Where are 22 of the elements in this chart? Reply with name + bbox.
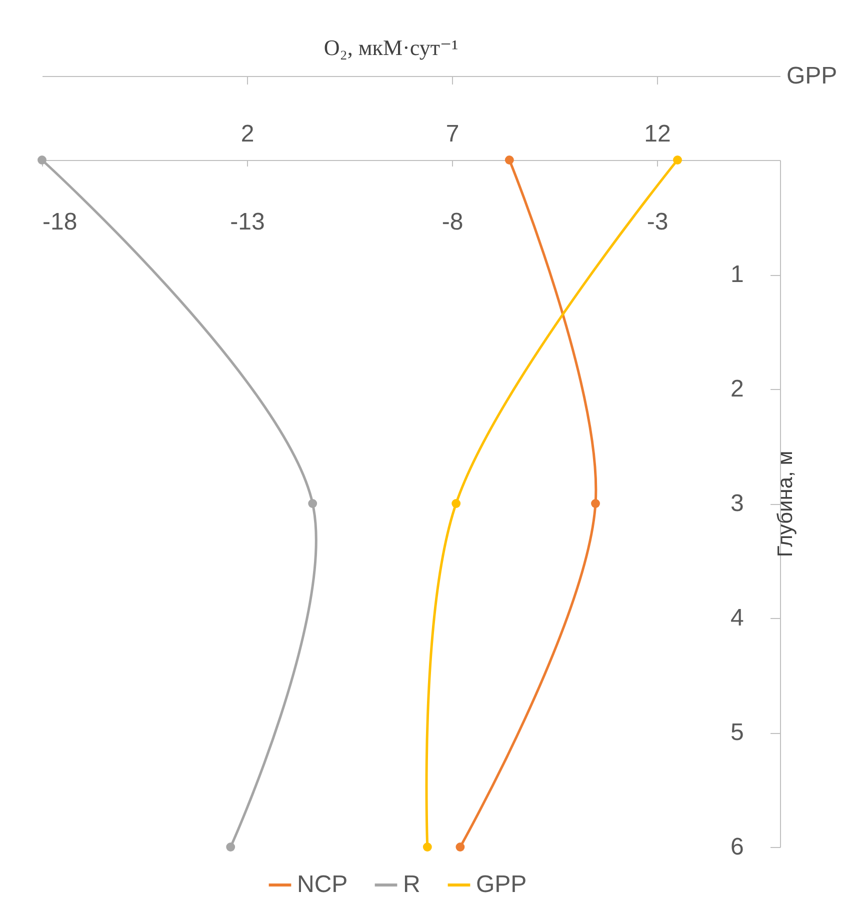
y-tick-label: 5 (730, 719, 744, 746)
y-tick-label: 1 (730, 261, 744, 288)
point (452, 499, 461, 508)
x2-axis-title: GPP (786, 62, 838, 90)
chart-title: O₂, мкМ·сут⁻¹ (324, 35, 458, 60)
legend-label: NCP (297, 871, 348, 898)
point (673, 156, 682, 164)
y-tick-label: 6 (730, 834, 744, 860)
x-tick-label: -18 (42, 208, 78, 236)
point (422, 842, 432, 852)
legend-label: GPP (476, 871, 527, 898)
x2-tick-label: 2 (240, 120, 254, 148)
y-axis-title: Глубина, м (774, 450, 797, 558)
x2-tick-label: 12 (644, 120, 671, 148)
x2-tick-label: 7 (446, 120, 460, 148)
y-tick-label: 3 (730, 490, 744, 517)
x-tick-label: -8 (442, 208, 464, 236)
x-tick-label: -13 (230, 208, 265, 236)
x-tick-label: -3 (646, 208, 668, 236)
legend-label: R (403, 871, 420, 898)
y-tick-label: 2 (730, 376, 744, 402)
y-tick-label: 4 (730, 604, 744, 632)
